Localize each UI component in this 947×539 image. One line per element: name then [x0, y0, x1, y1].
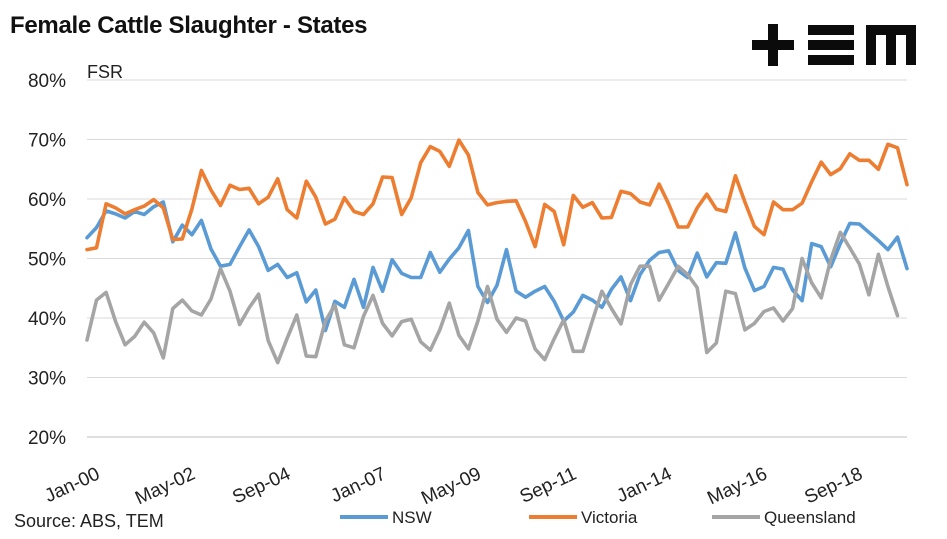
tem-logo — [752, 24, 916, 66]
x-tick-label: Sep-11 — [517, 463, 580, 507]
y-tick-label: 40% — [28, 309, 66, 330]
y-tick-label: 70% — [28, 131, 66, 152]
x-tick-label: May-02 — [132, 463, 198, 509]
legend-label-victoria: Victoria — [581, 508, 638, 527]
y-tick-label: 50% — [28, 250, 66, 271]
chart-title: Female Cattle Slaughter - States — [10, 12, 368, 39]
x-tick-label: Sep-04 — [229, 463, 294, 508]
y-tick-label: 60% — [28, 190, 66, 211]
x-tick-label: Jan-14 — [614, 463, 676, 507]
source-note: Source: ABS, TEM — [14, 511, 164, 531]
legend-label-queensland: Queensland — [764, 508, 856, 527]
series-line-victoria — [85, 138, 909, 252]
x-tick-label: Jan-00 — [42, 463, 104, 507]
x-axis-ticks: Jan-00 May-02 Sep-04 Jan-07 May-09 Sep-11 Jan-… — [42, 463, 866, 509]
y-axis-ticks: 20% 30% 40% 50% 60% 70% 80% — [28, 71, 66, 449]
gridlines — [87, 79, 907, 438]
x-tick-label: Sep-18 — [801, 463, 865, 508]
x-tick-label: May-16 — [704, 463, 770, 509]
y-tick-label: 20% — [28, 428, 66, 449]
y-tick-label: 30% — [28, 369, 66, 390]
legend: NSW Victoria Queensland — [340, 508, 856, 527]
series-lines — [85, 138, 909, 365]
legend-label-nsw: NSW — [392, 508, 432, 527]
y-axis-unit-label: FSR — [87, 62, 123, 82]
series-line-queensland — [85, 230, 900, 365]
series-line-nsw — [85, 200, 909, 333]
y-tick-label: 80% — [28, 71, 66, 92]
x-tick-label: Jan-07 — [328, 463, 390, 507]
x-tick-label: May-09 — [418, 463, 484, 509]
